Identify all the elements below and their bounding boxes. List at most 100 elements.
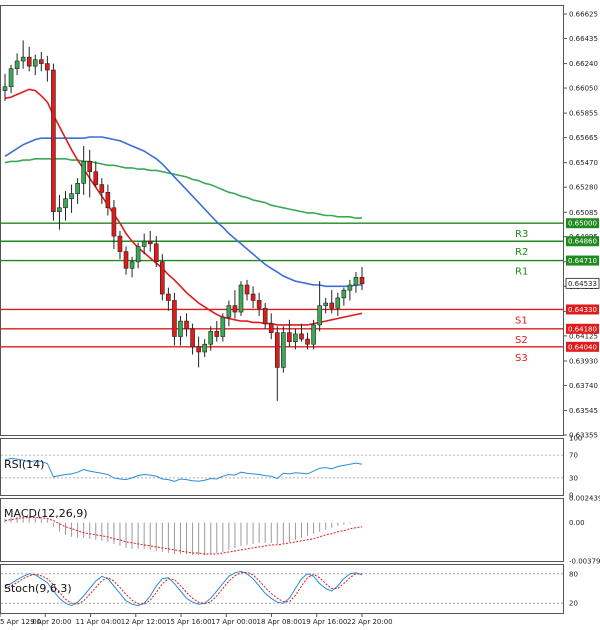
candle-body-down [196, 346, 201, 353]
last-price-marker: 0.64533 [565, 277, 600, 289]
candle-body-up [208, 331, 214, 345]
candle-body-down [262, 307, 268, 324]
stoch-k-line [4, 570, 363, 607]
candle-body-up [8, 68, 14, 88]
candle-body-up [293, 333, 298, 342]
candle-body-down [329, 302, 335, 309]
candle [8, 64, 14, 94]
candle-body-up [81, 161, 86, 184]
candle [274, 326, 280, 401]
candle-body-up [20, 56, 26, 62]
candle [39, 51, 44, 72]
candle-body-up [353, 276, 359, 286]
candle [359, 266, 365, 291]
candle [51, 63, 56, 221]
candle [93, 161, 99, 188]
candle-body-down [39, 59, 44, 64]
support-resistance-levels: R3 0.65000 R2 0.64860 R1 0.64710 S1 0.64330 S2 0.… [1, 218, 599, 364]
support-s2-label: S2 [515, 335, 528, 346]
candle [341, 287, 347, 306]
candle-body-up [347, 284, 353, 291]
candle [87, 149, 93, 198]
last-price-tag: 0.64533 [568, 280, 597, 288]
rsi-pane-frame [0, 438, 564, 496]
support-s3-tag-bg [566, 341, 599, 352]
candle [63, 191, 68, 221]
candle [166, 287, 171, 311]
candle-body-down [166, 293, 171, 301]
candle [281, 326, 286, 373]
candle [160, 254, 165, 301]
resistance-r1-tag-bg [566, 255, 599, 266]
rsi-tick-label: 0 [569, 492, 573, 500]
time-x-axis: 5 Apr 12:009 Apr 20:00 11 Apr 04:00 12 Apr… [0, 613, 393, 626]
candle [305, 332, 310, 350]
price-tick-label: 0.63355 [569, 432, 598, 440]
candle [299, 323, 304, 342]
price-tick-label: 0.66435 [569, 35, 598, 43]
last-price-tag-bg [565, 277, 600, 289]
candle [147, 230, 153, 252]
candle [45, 55, 50, 82]
support-s2-tag-bg [566, 323, 599, 334]
rsi-tick-label: 30 [569, 474, 578, 482]
candle [172, 292, 177, 346]
candle-body-up [32, 59, 38, 67]
candle [214, 321, 220, 342]
support-s3-tag: 0.64040 [568, 343, 597, 351]
candle-body-down [105, 192, 111, 209]
candle [220, 313, 226, 342]
ma-slow-green-line [4, 158, 362, 219]
macd-signal-line [4, 517, 363, 555]
macd-tick-label: 0.002439 [569, 495, 600, 503]
macd-tick-label: -0.003794 [569, 558, 600, 566]
candle [57, 194, 62, 230]
candle-body-down [250, 293, 256, 301]
resistance-r3-tag-bg [566, 218, 599, 229]
candle [153, 236, 159, 267]
candle [196, 336, 201, 368]
price-tick-label: 0.65665 [569, 134, 598, 142]
candle [129, 256, 135, 278]
time-tick-label: 19 Apr 16:00 [302, 618, 348, 626]
candle-body-up [2, 86, 8, 91]
candle [75, 178, 80, 204]
price-tick-label: 0.63930 [569, 357, 598, 365]
price-tick-label: 0.63545 [569, 407, 598, 415]
candle [226, 300, 232, 327]
candle-body-up [202, 343, 207, 353]
candle-body-up [69, 193, 74, 200]
candle [117, 230, 123, 260]
candle [244, 279, 250, 301]
candle [262, 303, 268, 329]
price-tick-label: 0.66625 [569, 11, 598, 19]
moving-averages [4, 88, 363, 326]
macd-pane: 0.002439 0.00 -0.003794 [4, 495, 600, 566]
candle-body-up [135, 246, 141, 263]
candle-body-down [45, 63, 50, 71]
candle [190, 323, 195, 355]
price-tick-label: 0.65280 [569, 184, 598, 192]
candle-body-up [317, 305, 322, 326]
candle [250, 286, 256, 309]
candle [232, 290, 238, 319]
candle [311, 319, 316, 350]
support-s1-label: S1 [515, 315, 528, 326]
price-pane-frame [0, 5, 564, 436]
candle-body-up [141, 240, 147, 247]
candle-body-up [57, 207, 62, 212]
candle [293, 328, 298, 350]
rsi-line [4, 457, 363, 482]
candle-body-up [311, 324, 316, 345]
candle [184, 313, 189, 337]
candle [287, 319, 292, 347]
support-s2-tag: 0.64180 [568, 325, 597, 333]
candle [347, 279, 353, 301]
candle-body-down [359, 276, 365, 285]
candle-body-down [117, 235, 123, 252]
candle-body-up [238, 284, 244, 313]
candle [335, 292, 341, 316]
resistance-r2-label: R2 [515, 247, 528, 258]
candle [99, 178, 105, 204]
